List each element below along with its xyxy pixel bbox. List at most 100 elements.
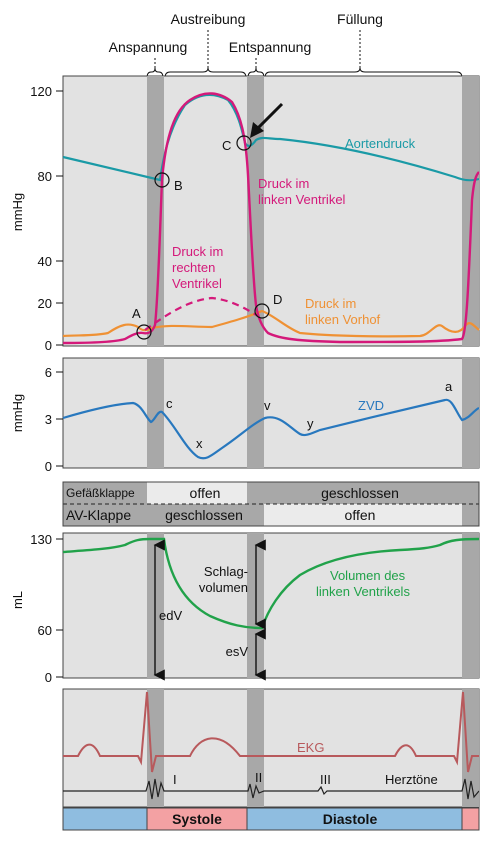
ekg-curve xyxy=(63,691,479,773)
heart-sound-2-label: II xyxy=(255,770,262,785)
heart-sounds-curve xyxy=(63,778,480,800)
brace-entspannung xyxy=(247,67,265,79)
point-b-marker xyxy=(154,172,170,188)
arrow-head-icon xyxy=(250,122,264,138)
heart-sound-1-label: I xyxy=(173,772,177,787)
valve-table: Gefäßklappe offen geschlossen AV-Klappe … xyxy=(62,481,480,527)
volume-panel: mL 130 60 0 edV Schlag- volumen esV Volu… xyxy=(10,532,480,685)
valve-row1-open-cell xyxy=(147,482,247,504)
zvd-wave-v: v xyxy=(264,398,271,413)
aortendruck-label: Aortendruck xyxy=(345,136,416,151)
brace-austreibung xyxy=(164,67,247,79)
schlagvolumen-label-line2: volumen xyxy=(199,580,248,595)
volume-ticks: 130 60 0 xyxy=(30,532,63,685)
dicrotic-notch-arrow xyxy=(254,102,284,132)
tick-label: 130 xyxy=(30,532,52,547)
band-next-beat xyxy=(462,689,479,807)
valve-row2-closed-cell xyxy=(63,504,264,526)
valve-row1-label: Gefäßklappe xyxy=(66,486,135,500)
phase-label-entspannung: Entspannung xyxy=(229,39,312,55)
band-anspannung xyxy=(147,358,164,468)
point-b-label: B xyxy=(174,178,183,193)
brace-anspannung xyxy=(146,67,164,79)
valve-row1-open-text: offen xyxy=(190,485,221,501)
pressure-y-label: mmHg xyxy=(10,193,25,231)
pressure-panel-bg xyxy=(62,75,480,347)
pressure-ticks: 120 80 40 20 0 xyxy=(30,84,63,353)
valve-row1-closed-cell xyxy=(63,482,147,504)
ecg-panel: EKG I II III Herztöne xyxy=(62,688,480,808)
phase-label-anspannung: Anspannung xyxy=(109,39,188,55)
valve-row1-closed-text: geschlossen xyxy=(321,485,399,501)
left-atrial-pressure-curve xyxy=(62,309,480,338)
valve-row1-closed-cell xyxy=(247,482,479,504)
rv-pressure-label-line3: Ventrikel xyxy=(172,276,222,291)
tick-label: 60 xyxy=(38,623,52,638)
phase-label-austreibung: Austreibung xyxy=(171,11,246,27)
tick-label: 40 xyxy=(38,254,52,269)
band-anspannung xyxy=(147,689,164,807)
ecg-panel-bg xyxy=(62,688,480,808)
band-entspannung xyxy=(247,689,264,807)
systole-label: Systole xyxy=(172,811,222,827)
valve-row2-open-cell xyxy=(264,504,462,526)
valve-row2-label: AV-Klappe xyxy=(66,507,131,523)
left-ventricular-pressure-curve xyxy=(62,92,480,345)
point-c-marker xyxy=(236,135,252,151)
tick-label: 0 xyxy=(45,338,52,353)
tick-label: 0 xyxy=(45,459,52,474)
point-d-marker xyxy=(254,303,270,319)
band-anspannung xyxy=(147,76,164,346)
tick-label: 6 xyxy=(45,365,52,380)
edv-label: edV xyxy=(159,608,182,623)
valve-row2-open-text: offen xyxy=(345,507,376,523)
valve-table-border xyxy=(62,481,480,527)
zvd-wave-y: y xyxy=(307,416,314,431)
volume-y-label: mL xyxy=(10,591,25,609)
ekg-label: EKG xyxy=(297,740,324,755)
la-pressure-label-line2: linken Vorhof xyxy=(305,312,381,327)
valve-row2-closed-text: geschlossen xyxy=(165,507,243,523)
systole-segment xyxy=(461,807,480,831)
point-a-marker xyxy=(136,324,152,340)
zvd-curve-label: ZVD xyxy=(358,398,384,413)
band-next-beat xyxy=(462,358,479,468)
point-c-label: C xyxy=(222,138,231,153)
lv-pressure-label-line1: Druck im xyxy=(258,176,309,191)
point-d-label: D xyxy=(273,292,282,307)
zvd-wave-c: c xyxy=(166,396,173,411)
zvd-ticks: 6 3 0 xyxy=(45,365,63,474)
zvd-wave-a: a xyxy=(445,379,453,394)
zvd-curve xyxy=(62,398,480,460)
valve-row2-closed-cell xyxy=(462,504,479,526)
diastole-segment xyxy=(62,807,148,831)
right-ventricular-pressure-curve xyxy=(144,296,259,331)
rv-pressure-label-line2: rechten xyxy=(172,260,215,275)
point-a-label: A xyxy=(132,306,141,321)
tick-label: 80 xyxy=(38,169,52,184)
tick-label: 120 xyxy=(30,84,52,99)
herztoene-label: Herztöne xyxy=(385,772,438,787)
rv-pressure-label-line1: Druck im xyxy=(172,244,223,259)
diastole-label: Diastole xyxy=(323,811,378,827)
tick-label: 3 xyxy=(45,412,52,427)
volume-curve-label-line2: linken Ventrikels xyxy=(316,584,410,599)
heart-sound-3-label: III xyxy=(320,772,331,787)
volume-curve-label-line1: Volumen des xyxy=(330,568,406,583)
phase-header: Austreibung Füllung Anspannung Entspannu… xyxy=(109,11,463,79)
tick-label: 0 xyxy=(45,670,52,685)
zvd-y-label: mmHg xyxy=(10,394,25,432)
pressure-panel: mmHg 120 80 40 20 0 A B C D xyxy=(10,75,480,353)
brace-fuellung xyxy=(264,67,463,79)
phase-label-fuellung: Füllung xyxy=(337,11,383,27)
zvd-panel: mmHg 6 3 0 c x v y a ZVD xyxy=(10,357,480,474)
lv-pressure-label-line2: linken Ventrikel xyxy=(258,192,346,207)
schlagvolumen-label-line1: Schlag- xyxy=(204,564,248,579)
tick-label: 20 xyxy=(38,296,52,311)
zvd-panel-bg xyxy=(62,357,480,469)
cardiac-phase-bar: Systole Diastole xyxy=(62,807,480,831)
la-pressure-label-line1: Druck im xyxy=(305,296,356,311)
esv-label: esV xyxy=(226,644,249,659)
band-next-beat xyxy=(462,533,479,678)
